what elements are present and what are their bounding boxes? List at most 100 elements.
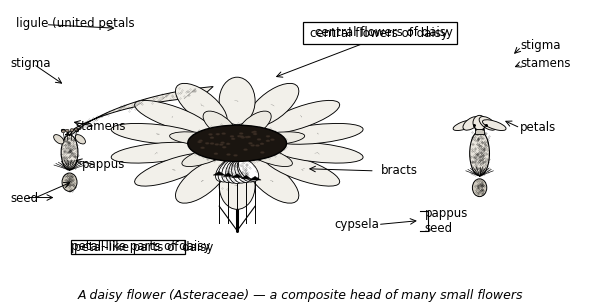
Polygon shape — [213, 172, 225, 175]
Text: seed: seed — [425, 222, 452, 235]
Ellipse shape — [175, 83, 227, 127]
Ellipse shape — [230, 135, 234, 137]
Ellipse shape — [453, 120, 477, 131]
Ellipse shape — [222, 146, 226, 148]
Ellipse shape — [215, 159, 236, 181]
Ellipse shape — [266, 140, 270, 142]
Text: cypsela: cypsela — [335, 218, 380, 231]
Ellipse shape — [239, 132, 243, 135]
Polygon shape — [223, 173, 233, 176]
Ellipse shape — [111, 142, 202, 163]
Ellipse shape — [482, 120, 506, 131]
Ellipse shape — [134, 100, 211, 133]
Text: seed: seed — [11, 192, 39, 205]
Ellipse shape — [65, 129, 69, 132]
Ellipse shape — [225, 150, 249, 179]
Ellipse shape — [260, 152, 265, 153]
Ellipse shape — [256, 144, 260, 147]
Ellipse shape — [233, 154, 238, 156]
Ellipse shape — [111, 124, 202, 144]
Ellipse shape — [226, 153, 230, 156]
Ellipse shape — [182, 146, 229, 167]
Ellipse shape — [170, 132, 226, 145]
Ellipse shape — [271, 139, 275, 141]
Ellipse shape — [218, 160, 237, 182]
Ellipse shape — [272, 124, 363, 144]
Text: pappus: pappus — [425, 207, 468, 220]
Ellipse shape — [175, 160, 227, 203]
Ellipse shape — [188, 125, 287, 161]
Ellipse shape — [473, 116, 486, 130]
Ellipse shape — [200, 147, 205, 149]
Text: pappus: pappus — [82, 158, 125, 171]
Ellipse shape — [470, 131, 490, 176]
Ellipse shape — [208, 133, 212, 136]
Ellipse shape — [229, 160, 245, 184]
Ellipse shape — [219, 162, 255, 209]
Ellipse shape — [239, 136, 244, 138]
Ellipse shape — [75, 128, 79, 131]
Ellipse shape — [61, 135, 78, 170]
Ellipse shape — [134, 153, 211, 186]
Ellipse shape — [232, 160, 248, 183]
Text: petal-like parts of daisy: petal-like parts of daisy — [74, 241, 214, 253]
Ellipse shape — [257, 138, 261, 140]
Ellipse shape — [215, 133, 220, 135]
Ellipse shape — [215, 143, 219, 145]
Ellipse shape — [199, 140, 203, 142]
Ellipse shape — [266, 135, 270, 137]
Ellipse shape — [210, 137, 214, 139]
Ellipse shape — [221, 132, 226, 135]
Ellipse shape — [210, 143, 214, 144]
Ellipse shape — [251, 144, 255, 147]
Ellipse shape — [241, 136, 245, 139]
Ellipse shape — [226, 143, 230, 145]
Ellipse shape — [235, 160, 253, 183]
Text: stamens: stamens — [76, 120, 126, 133]
Ellipse shape — [53, 135, 64, 144]
Bar — [71, 241, 185, 254]
Text: stigma: stigma — [11, 57, 52, 70]
Ellipse shape — [264, 153, 340, 186]
Ellipse shape — [245, 136, 249, 138]
Ellipse shape — [222, 160, 239, 183]
Ellipse shape — [264, 100, 340, 133]
Ellipse shape — [253, 131, 257, 133]
Ellipse shape — [463, 116, 480, 130]
Ellipse shape — [238, 160, 256, 182]
Ellipse shape — [244, 148, 248, 151]
Ellipse shape — [197, 141, 202, 143]
Ellipse shape — [249, 132, 305, 145]
Ellipse shape — [238, 159, 259, 181]
Ellipse shape — [479, 116, 496, 130]
Ellipse shape — [247, 136, 251, 138]
Bar — [303, 22, 457, 44]
Ellipse shape — [237, 135, 241, 137]
Ellipse shape — [238, 111, 271, 138]
Text: stamens: stamens — [520, 57, 571, 70]
Ellipse shape — [251, 131, 256, 133]
Ellipse shape — [62, 130, 65, 133]
Ellipse shape — [231, 138, 235, 140]
Polygon shape — [65, 87, 213, 135]
Ellipse shape — [221, 142, 224, 144]
Polygon shape — [241, 175, 251, 179]
Text: central flowers of daisy: central flowers of daisy — [310, 27, 448, 40]
Ellipse shape — [219, 144, 223, 146]
Bar — [475, 129, 484, 134]
Text: A daisy flower (Asteraceae) — a composite head of many small flowers: A daisy flower (Asteraceae) — a composit… — [77, 289, 523, 302]
Text: petals: petals — [520, 121, 557, 134]
Ellipse shape — [226, 160, 242, 183]
Text: central flowers of daisy: central flowers of daisy — [315, 26, 453, 39]
Ellipse shape — [75, 135, 85, 144]
Text: petal-like parts of daisy: petal-like parts of daisy — [71, 241, 211, 253]
Ellipse shape — [203, 111, 236, 138]
Ellipse shape — [248, 142, 253, 144]
Ellipse shape — [472, 179, 487, 197]
Ellipse shape — [70, 129, 74, 132]
Ellipse shape — [247, 160, 299, 203]
Ellipse shape — [219, 77, 255, 125]
Polygon shape — [232, 174, 242, 178]
Text: ligule (united petals: ligule (united petals — [16, 17, 134, 30]
Text: stigma: stigma — [520, 38, 561, 52]
